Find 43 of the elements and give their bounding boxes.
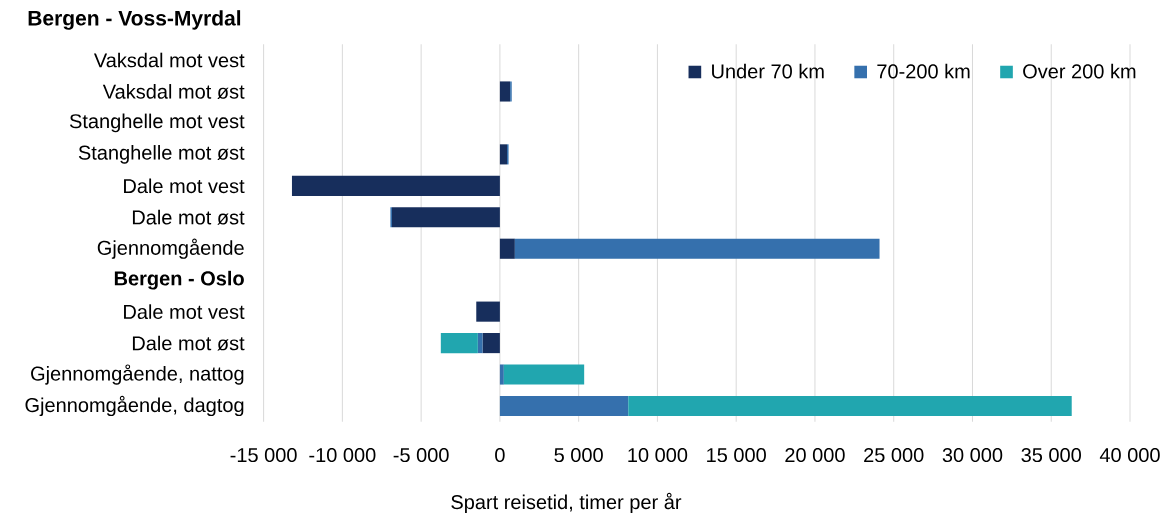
legend-label: Under 70 km — [712, 63, 824, 79]
x-tick-label: -5 000 — [393, 447, 449, 463]
y-tick-label: Dale mot øst — [132, 335, 245, 351]
bar — [477, 333, 483, 354]
bar — [476, 301, 500, 322]
y-tick-label: Gjennomgående, nattog — [31, 364, 244, 385]
y-tick-label: Gjennomgående — [97, 238, 244, 259]
x-tick-label: 15 000 — [707, 447, 766, 463]
x-tick-label: -10 000 — [309, 447, 376, 463]
bar — [503, 364, 585, 385]
x-tick-label: 0 — [495, 447, 505, 463]
y-tick-label: Dale mot øst — [132, 209, 245, 225]
bar — [499, 395, 629, 417]
bar — [499, 364, 504, 385]
x-tick-label: 20 000 — [785, 447, 845, 463]
x-tick-label: 35 000 — [1021, 447, 1081, 463]
bar — [291, 175, 500, 196]
bar — [514, 238, 880, 259]
bar — [499, 144, 507, 165]
bar — [499, 81, 511, 102]
legend-label: Over 200 km — [1023, 63, 1136, 79]
y-tick-label: Dale mot vest — [124, 304, 245, 319]
bar — [391, 207, 500, 228]
y-tick-label: Bergen - Oslo — [114, 270, 244, 290]
x-tick-label: -15 000 — [230, 447, 297, 463]
bar — [440, 333, 478, 354]
x-tick-label: 10 000 — [628, 447, 688, 463]
chart-title: Bergen - Voss-Myrdal — [28, 10, 241, 30]
x-tick-label: 40 000 — [1099, 447, 1160, 463]
x-tick-label: 30 000 — [942, 447, 1003, 463]
x-tick-label: 25 000 — [864, 447, 924, 463]
bar — [499, 238, 515, 259]
legend-label: 70-200 km — [877, 63, 970, 79]
bar — [628, 395, 1072, 417]
y-tick-label: Stanghelle mot vest — [69, 113, 245, 133]
x-tick-label: 5 000 — [554, 447, 603, 463]
y-tick-label: Gjennomgående, dagtog — [25, 395, 244, 417]
y-tick-label: Vaksdal mot vest — [93, 52, 245, 68]
y-tick-label: Dale mot vest — [124, 178, 245, 194]
y-tick-label: Vaksdal mot øst — [102, 84, 245, 99]
x-axis-title: Spart reisetid, timer per år — [451, 492, 682, 514]
bar — [482, 333, 500, 354]
y-tick-label: Stanghelle mot øst — [78, 145, 245, 164]
